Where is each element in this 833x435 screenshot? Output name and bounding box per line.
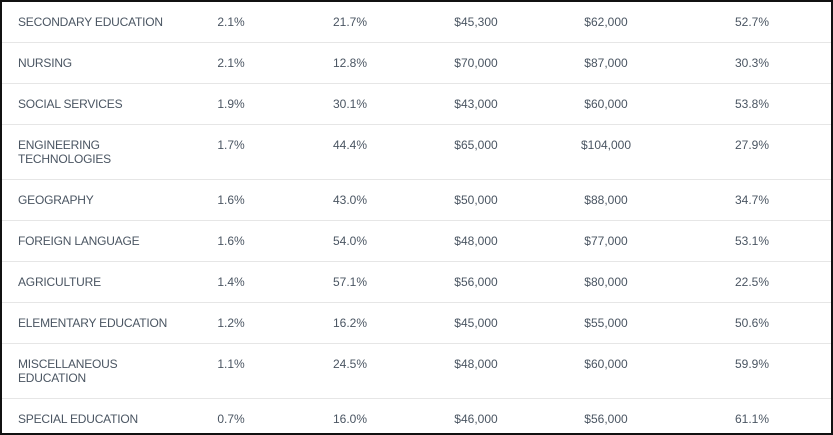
underemployment-rate: 24.5% xyxy=(332,357,368,371)
mid-career-wage: $56,000 xyxy=(584,412,628,426)
unemployment-rate: 0.7% xyxy=(217,412,245,426)
underemployment-rate: 44.4% xyxy=(332,138,368,152)
early-career-wage: $65,000 xyxy=(454,138,498,152)
table-row: ELEMENTARY EDUCATION 1.2% 16.2% $45,000 $55,… xyxy=(2,303,831,344)
early-career-wage: $45,000 xyxy=(454,316,498,330)
graduate-degree-share: 22.5% xyxy=(734,275,770,289)
graduate-degree-share: 34.7% xyxy=(734,193,770,207)
mid-career-wage: $80,000 xyxy=(584,275,628,289)
major-name: FOREIGN LANGUAGE xyxy=(18,234,140,248)
underemployment-rate: 12.8% xyxy=(332,56,368,70)
early-career-wage: $50,000 xyxy=(454,193,498,207)
graduate-degree-share: 27.9% xyxy=(734,138,770,152)
early-career-wage: $48,000 xyxy=(454,234,498,248)
mid-career-wage: $87,000 xyxy=(584,56,628,70)
unemployment-rate: 2.1% xyxy=(217,56,245,70)
underemployment-rate: 30.1% xyxy=(332,97,368,111)
graduate-degree-share: 30.3% xyxy=(734,56,770,70)
unemployment-rate: 1.6% xyxy=(217,234,245,248)
underemployment-rate: 16.2% xyxy=(332,316,368,330)
mid-career-wage: $60,000 xyxy=(584,97,628,111)
underemployment-rate: 21.7% xyxy=(332,15,368,29)
mid-career-wage: $62,000 xyxy=(584,15,628,29)
unemployment-rate: 1.6% xyxy=(217,193,245,207)
mid-career-wage: $55,000 xyxy=(584,316,628,330)
early-career-wage: $48,000 xyxy=(454,357,498,371)
table-row: GEOGRAPHY 1.6% 43.0% $50,000 $88,000 34.7% xyxy=(2,180,831,221)
underemployment-rate: 43.0% xyxy=(332,193,368,207)
underemployment-rate: 54.0% xyxy=(332,234,368,248)
graduate-degree-share: 50.6% xyxy=(734,316,770,330)
table-row: MISCELLANEOUS EDUCATION 1.1% 24.5% $48,000 $… xyxy=(2,344,831,399)
graduate-degree-share: 53.1% xyxy=(734,234,770,248)
table-row: AGRICULTURE 1.4% 57.1% $56,000 $80,000 22.5% xyxy=(2,262,831,303)
graduate-degree-share: 61.1% xyxy=(734,412,770,426)
unemployment-rate: 1.9% xyxy=(217,97,245,111)
underemployment-rate: 16.0% xyxy=(332,412,368,426)
major-name: SOCIAL SERVICES xyxy=(18,97,123,111)
major-name: MISCELLANEOUS EDUCATION xyxy=(18,357,118,385)
early-career-wage: $70,000 xyxy=(454,56,498,70)
table-row: FOREIGN LANGUAGE 1.6% 54.0% $48,000 $77,000 5… xyxy=(2,221,831,262)
graduate-degree-share: 52.7% xyxy=(734,15,770,29)
graduate-degree-share: 59.9% xyxy=(734,357,770,371)
mid-career-wage: $60,000 xyxy=(584,357,628,371)
mid-career-wage: $104,000 xyxy=(580,138,632,152)
mid-career-wage: $88,000 xyxy=(584,193,628,207)
table-row: ENGINEERING TECHNOLOGIES 1.7% 44.4% $65,000… xyxy=(2,125,831,180)
unemployment-rate: 1.1% xyxy=(217,357,245,371)
major-name: ENGINEERING TECHNOLOGIES xyxy=(18,138,111,166)
early-career-wage: $43,000 xyxy=(454,97,498,111)
unemployment-rate: 2.1% xyxy=(217,15,245,29)
table-row: NURSING 2.1% 12.8% $70,000 $87,000 30.3% xyxy=(2,43,831,84)
mid-career-wage: $77,000 xyxy=(584,234,628,248)
table-row: SOCIAL SERVICES 1.9% 30.1% $43,000 $60,000 53… xyxy=(2,84,831,125)
underemployment-rate: 57.1% xyxy=(332,275,368,289)
table-row: SPECIAL EDUCATION 0.7% 16.0% $46,000 $56,000… xyxy=(2,399,831,433)
unemployment-rate: 1.2% xyxy=(217,316,245,330)
early-career-wage: $45,300 xyxy=(454,15,498,29)
major-name: AGRICULTURE xyxy=(18,275,101,289)
major-name: SECONDARY EDUCATION xyxy=(18,15,163,29)
unemployment-rate: 1.4% xyxy=(217,275,245,289)
early-career-wage: $46,000 xyxy=(454,412,498,426)
table-row: SECONDARY EDUCATION 2.1% 21.7% $45,300 $62,0… xyxy=(2,2,831,43)
major-name: NURSING xyxy=(18,56,72,70)
major-name: SPECIAL EDUCATION xyxy=(18,412,138,426)
unemployment-rate: 1.7% xyxy=(217,138,245,152)
graduate-degree-share: 53.8% xyxy=(734,97,770,111)
major-name: ELEMENTARY EDUCATION xyxy=(18,316,168,330)
major-name: GEOGRAPHY xyxy=(18,193,94,207)
early-career-wage: $56,000 xyxy=(454,275,498,289)
